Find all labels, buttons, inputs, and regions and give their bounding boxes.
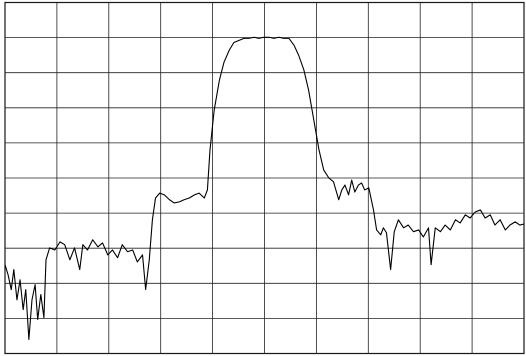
trace-line <box>4 36 525 341</box>
